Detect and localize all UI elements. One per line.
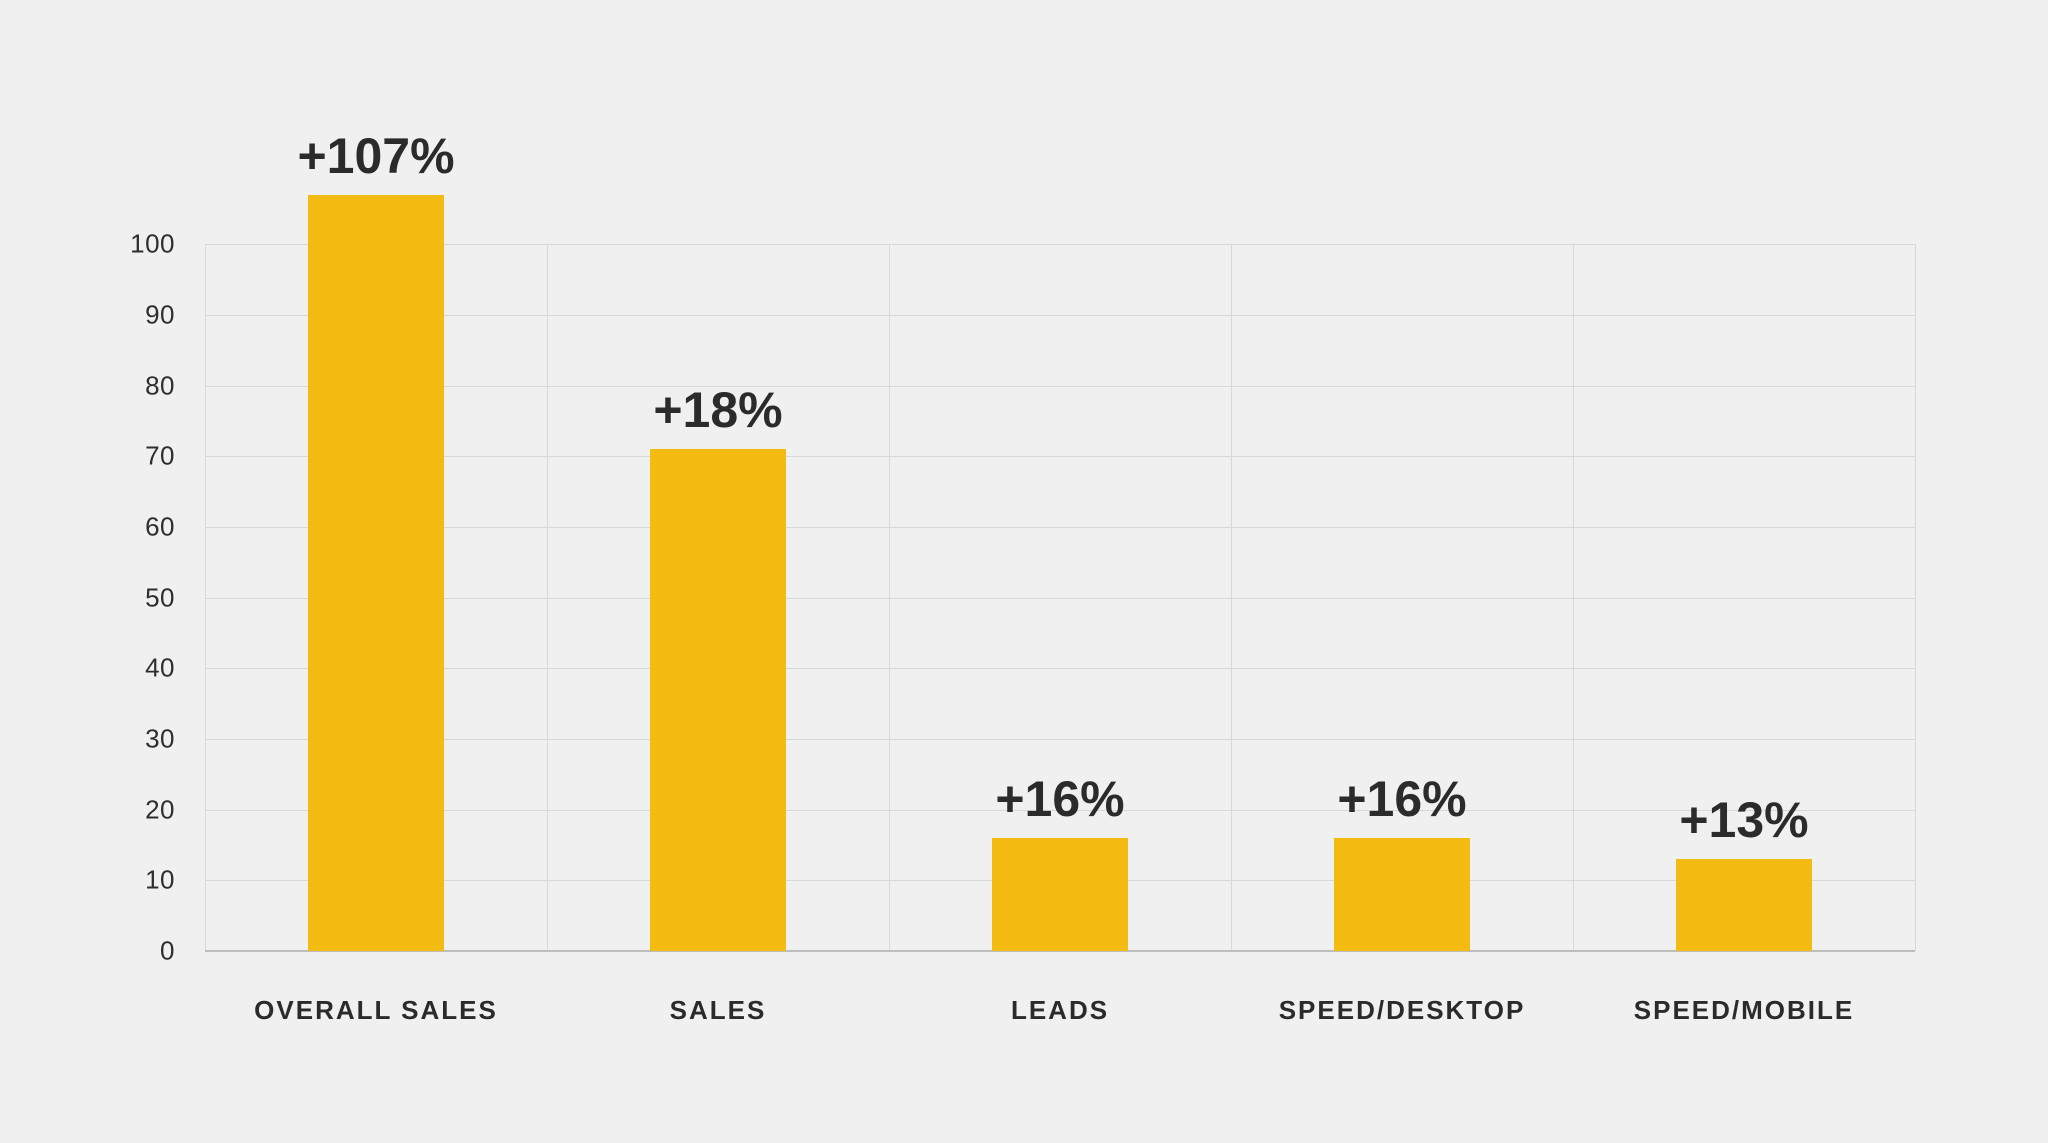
y-axis-tick-label: 20 [0, 794, 175, 825]
y-axis-tick-label: 60 [0, 512, 175, 543]
bar-value-label: +16% [1337, 770, 1466, 828]
gridline-horizontal [205, 739, 1915, 740]
bar-chart: 0 10 20 30 40 50 60 70 80 90 100 +107% OVERALL SALES… [0, 0, 2048, 1143]
x-axis-category-label: SPEED/DESKTOP [1279, 995, 1526, 1026]
gridline-vertical [1915, 244, 1916, 951]
y-axis-tick-label: 40 [0, 653, 175, 684]
y-axis-tick-label: 30 [0, 724, 175, 755]
y-axis-tick-label: 80 [0, 370, 175, 401]
y-axis-tick-label: 0 [0, 936, 175, 967]
y-axis-tick-label: 90 [0, 300, 175, 331]
bar-value-label: +18% [653, 381, 782, 439]
gridline-horizontal [205, 456, 1915, 457]
plot-area [205, 195, 1915, 951]
bar [1676, 859, 1812, 951]
gridline-vertical [889, 244, 890, 951]
x-axis-category-label: SALES [670, 995, 767, 1026]
x-axis-category-label: SPEED/MOBILE [1634, 995, 1854, 1026]
gridline-vertical [1231, 244, 1232, 951]
gridline-vertical [1573, 244, 1574, 951]
gridline-horizontal [205, 386, 1915, 387]
y-axis-tick-label: 70 [0, 441, 175, 472]
bar [308, 195, 444, 951]
x-axis-category-label: LEADS [1011, 995, 1109, 1026]
y-axis-tick-label: 10 [0, 865, 175, 896]
y-axis-tick-label: 100 [0, 229, 175, 260]
bar [992, 838, 1128, 951]
gridline-vertical [205, 244, 206, 951]
gridline-vertical [547, 244, 548, 951]
bar-value-label: +107% [297, 127, 454, 185]
gridline-horizontal [205, 668, 1915, 669]
x-axis-category-label: OVERALL SALES [254, 995, 498, 1026]
y-axis-tick-label: 50 [0, 582, 175, 613]
bar [1334, 838, 1470, 951]
gridline-horizontal [205, 315, 1915, 316]
gridline-horizontal [205, 244, 1915, 245]
bar-value-label: +16% [995, 770, 1124, 828]
gridline-horizontal [205, 598, 1915, 599]
gridline-horizontal [205, 527, 1915, 528]
bar-value-label: +13% [1679, 791, 1808, 849]
bar [650, 449, 786, 951]
